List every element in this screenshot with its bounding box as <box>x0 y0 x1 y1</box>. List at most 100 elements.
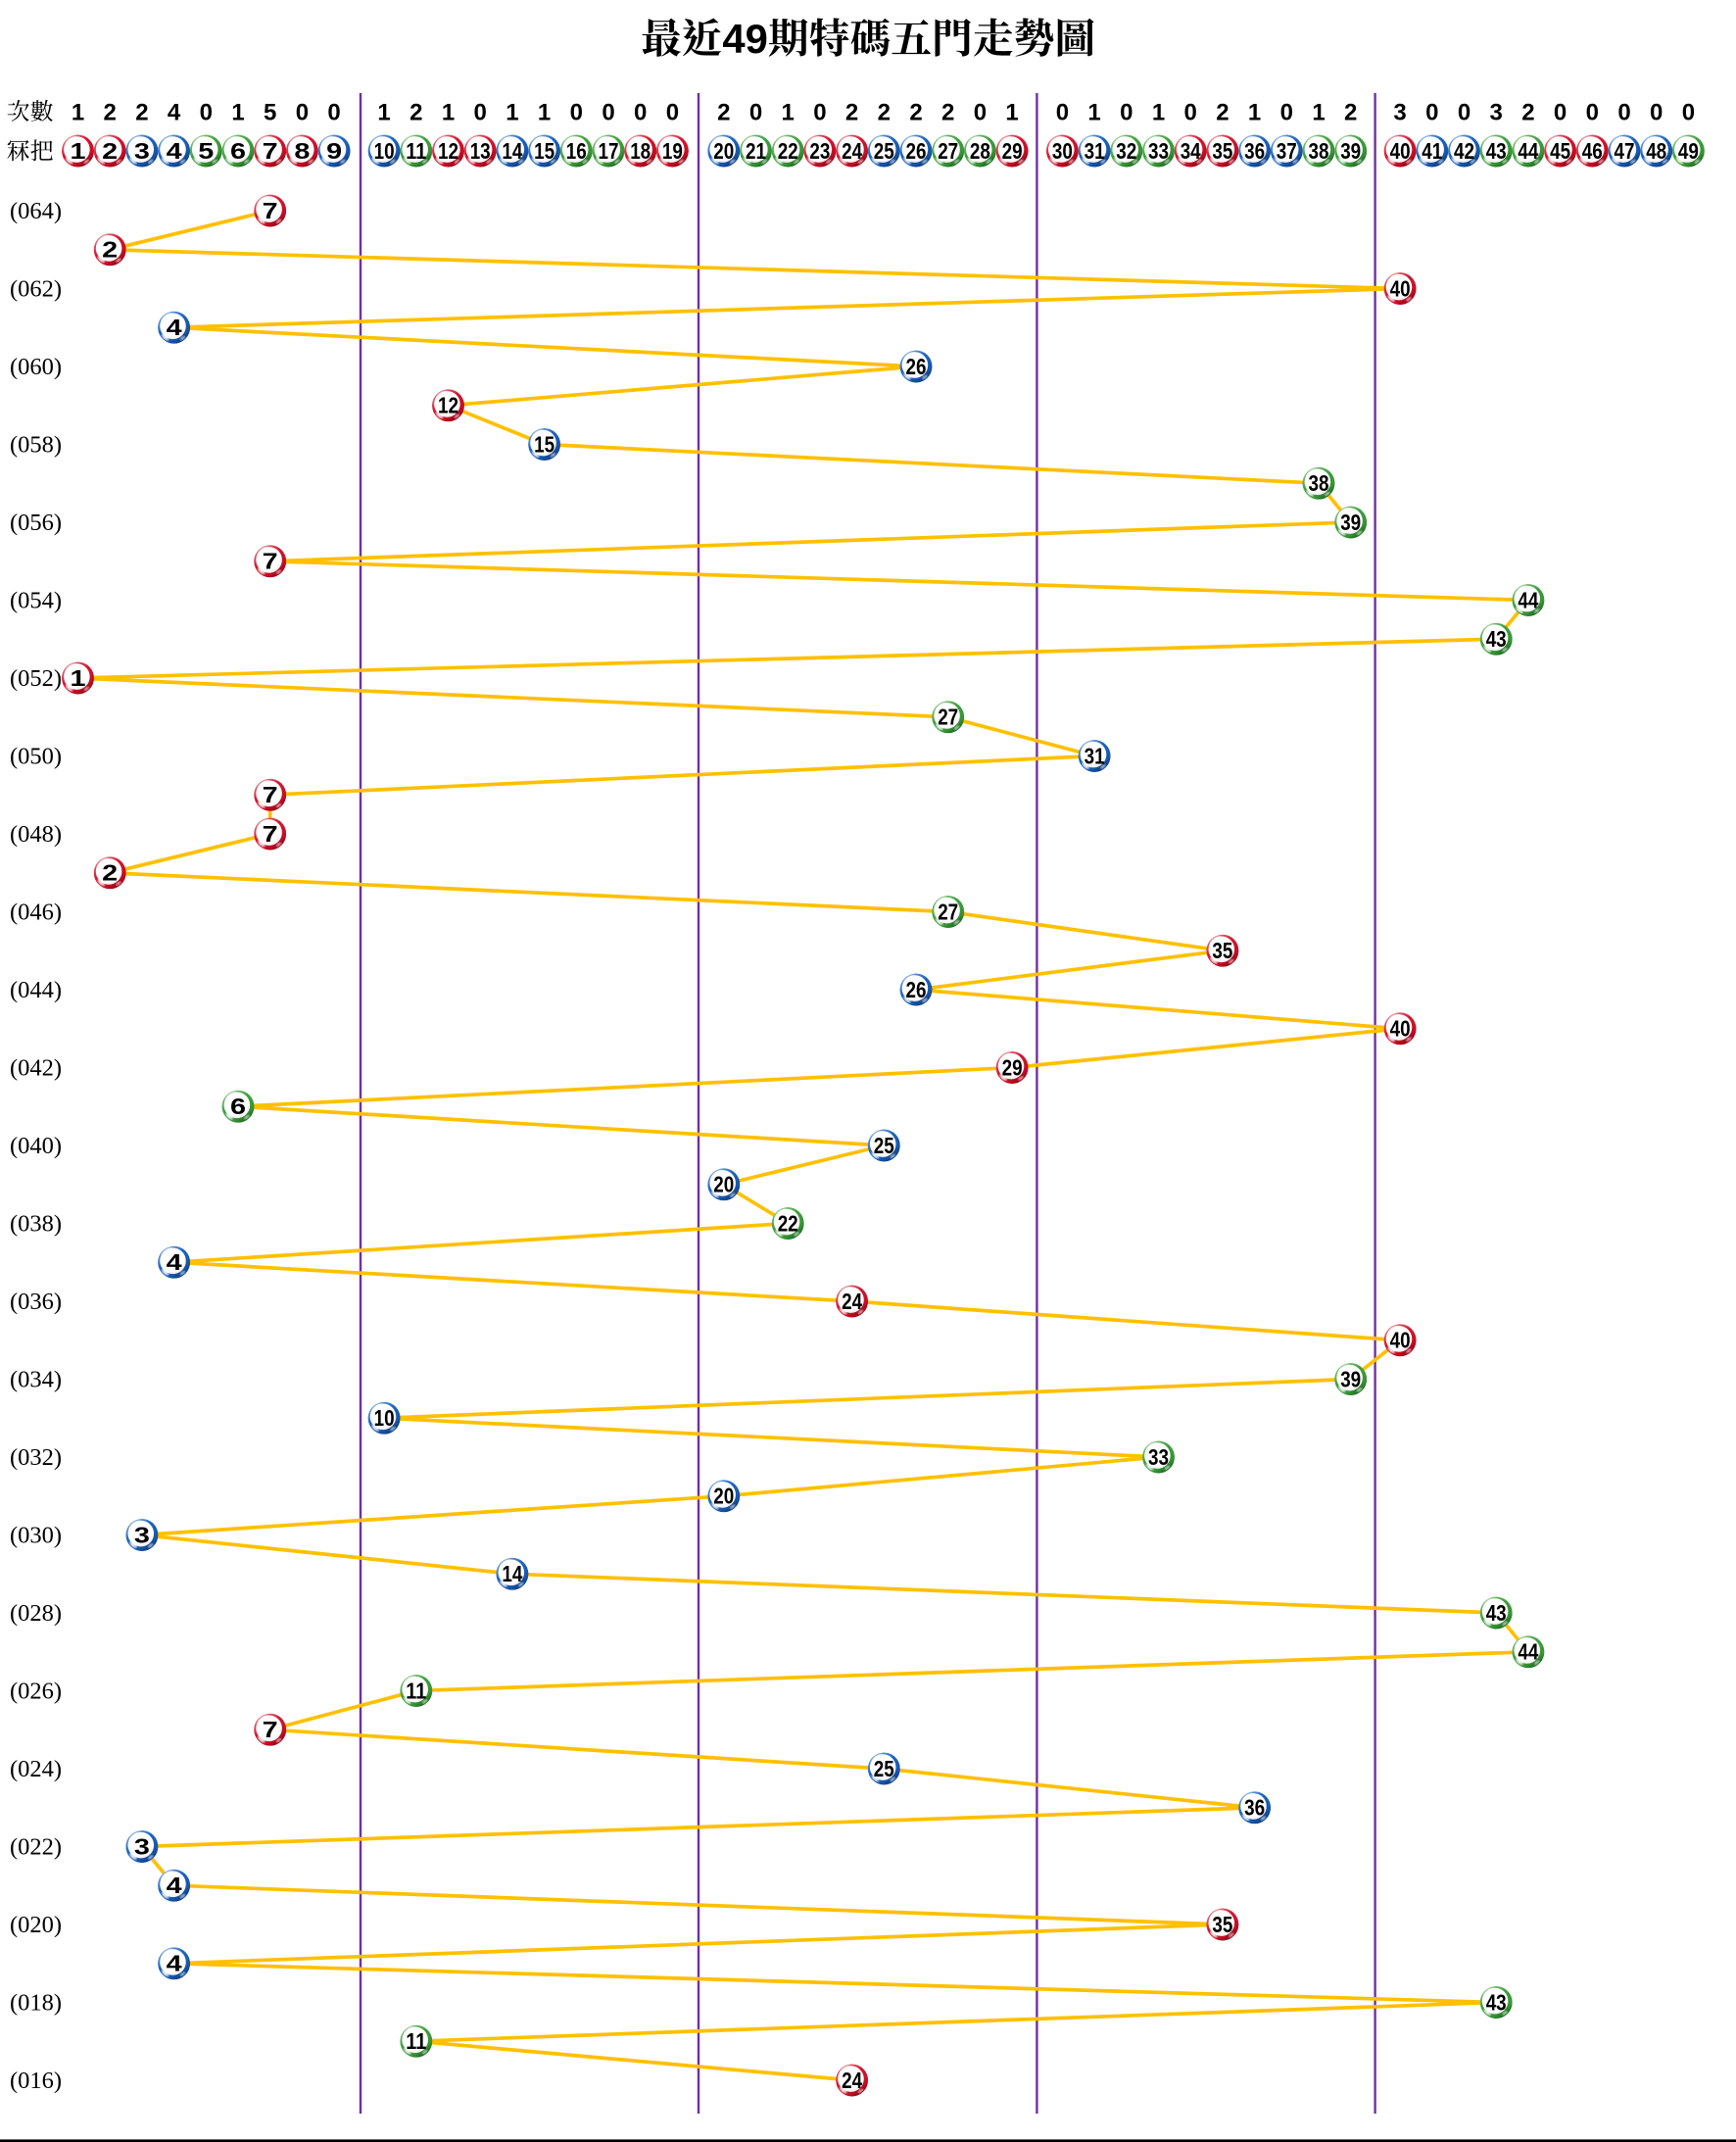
svg-text:11: 11 <box>406 2028 426 2054</box>
svg-text:10: 10 <box>374 1405 395 1431</box>
svg-text:2: 2 <box>410 100 422 126</box>
svg-text:4: 4 <box>167 138 182 164</box>
svg-text:(036): (036) <box>10 1289 62 1315</box>
svg-text:1: 1 <box>1248 100 1261 126</box>
svg-text:1: 1 <box>538 100 551 126</box>
svg-text:(022): (022) <box>10 1834 62 1861</box>
svg-text:0: 0 <box>634 100 647 126</box>
svg-text:31: 31 <box>1085 138 1105 164</box>
svg-text:26: 26 <box>906 977 927 1002</box>
svg-text:49: 49 <box>722 16 768 62</box>
svg-text:43: 43 <box>1486 1989 1507 2015</box>
svg-text:47: 47 <box>1615 138 1635 164</box>
svg-text:39: 39 <box>1340 138 1361 164</box>
svg-text:1: 1 <box>377 100 390 126</box>
svg-text:35: 35 <box>1212 1912 1232 1937</box>
svg-text:(064): (064) <box>10 198 62 224</box>
svg-text:6: 6 <box>230 1094 246 1119</box>
svg-text:18: 18 <box>630 138 651 164</box>
svg-text:(062): (062) <box>10 276 62 303</box>
svg-text:3: 3 <box>134 1522 150 1547</box>
svg-text:(016): (016) <box>10 2068 62 2094</box>
svg-text:15: 15 <box>534 431 555 457</box>
svg-text:33: 33 <box>1148 1444 1169 1470</box>
svg-text:2: 2 <box>102 860 118 886</box>
svg-text:(038): (038) <box>10 1211 62 1238</box>
svg-text:44: 44 <box>1518 138 1538 164</box>
svg-text:7: 7 <box>263 782 278 807</box>
svg-text:(040): (040) <box>10 1133 62 1159</box>
svg-text:1: 1 <box>1005 100 1018 126</box>
svg-text:9: 9 <box>326 138 342 164</box>
svg-text:14: 14 <box>502 138 522 164</box>
svg-text:6: 6 <box>230 138 246 164</box>
svg-text:7: 7 <box>263 138 278 164</box>
svg-text:1: 1 <box>71 138 86 164</box>
svg-text:27: 27 <box>938 138 958 164</box>
svg-text:0: 0 <box>200 100 213 126</box>
svg-text:27: 27 <box>938 899 958 924</box>
svg-text:0: 0 <box>1120 100 1133 126</box>
svg-text:(058): (058) <box>10 432 62 459</box>
svg-text:1: 1 <box>1087 100 1100 126</box>
svg-text:40: 40 <box>1390 275 1411 301</box>
svg-text:25: 25 <box>874 138 894 164</box>
svg-text:38: 38 <box>1309 470 1329 496</box>
svg-text:0: 0 <box>327 100 340 126</box>
svg-text:26: 26 <box>906 138 927 164</box>
svg-text:40: 40 <box>1390 138 1411 164</box>
svg-text:40: 40 <box>1390 1016 1411 1042</box>
svg-text:2: 2 <box>1344 100 1357 126</box>
svg-text:42: 42 <box>1454 138 1474 164</box>
svg-text:31: 31 <box>1085 743 1105 768</box>
svg-text:43: 43 <box>1486 138 1507 164</box>
svg-text:2: 2 <box>102 138 118 164</box>
svg-text:49: 49 <box>1678 138 1699 164</box>
svg-text:28: 28 <box>970 138 990 164</box>
svg-text:(020): (020) <box>10 1912 62 1938</box>
svg-text:1: 1 <box>1152 100 1165 126</box>
svg-text:16: 16 <box>566 138 587 164</box>
svg-text:4: 4 <box>167 315 182 340</box>
svg-text:20: 20 <box>713 1172 734 1197</box>
svg-text:33: 33 <box>1148 138 1169 164</box>
svg-text:4: 4 <box>167 1951 182 1976</box>
svg-text:2: 2 <box>845 100 858 126</box>
svg-text:1: 1 <box>72 100 84 126</box>
svg-text:(044): (044) <box>10 977 62 1003</box>
svg-text:0: 0 <box>666 100 679 126</box>
svg-text:48: 48 <box>1646 138 1666 164</box>
svg-text:24: 24 <box>842 138 862 164</box>
svg-text:25: 25 <box>874 1133 894 1158</box>
svg-text:5: 5 <box>264 100 276 126</box>
svg-text:34: 34 <box>1181 138 1201 164</box>
svg-text:1: 1 <box>1312 100 1325 126</box>
svg-text:23: 23 <box>809 138 830 164</box>
svg-text:39: 39 <box>1340 1366 1361 1391</box>
svg-text:12: 12 <box>438 138 458 164</box>
svg-text:0: 0 <box>1586 100 1599 126</box>
svg-text:(024): (024) <box>10 1756 62 1782</box>
svg-text:2: 2 <box>102 237 118 263</box>
svg-text:35: 35 <box>1212 938 1232 963</box>
svg-text:(050): (050) <box>10 744 62 770</box>
svg-text:4: 4 <box>168 100 181 126</box>
svg-text:0: 0 <box>474 100 487 126</box>
svg-text:26: 26 <box>906 354 927 379</box>
svg-text:35: 35 <box>1212 138 1232 164</box>
svg-text:(034): (034) <box>10 1367 62 1393</box>
svg-text:22: 22 <box>778 1210 798 1236</box>
svg-text:0: 0 <box>570 100 583 126</box>
svg-text:0: 0 <box>1617 100 1630 126</box>
svg-text:3: 3 <box>1393 100 1406 126</box>
svg-text:25: 25 <box>874 1756 894 1781</box>
svg-text:2: 2 <box>717 100 730 126</box>
svg-text:17: 17 <box>599 138 619 164</box>
svg-text:27: 27 <box>938 705 958 730</box>
svg-text:(056): (056) <box>10 510 62 536</box>
svg-text:0: 0 <box>813 100 826 126</box>
svg-text:10: 10 <box>374 138 395 164</box>
svg-text:20: 20 <box>713 1484 734 1509</box>
svg-text:(018): (018) <box>10 1990 62 2017</box>
svg-text:12: 12 <box>438 393 458 418</box>
